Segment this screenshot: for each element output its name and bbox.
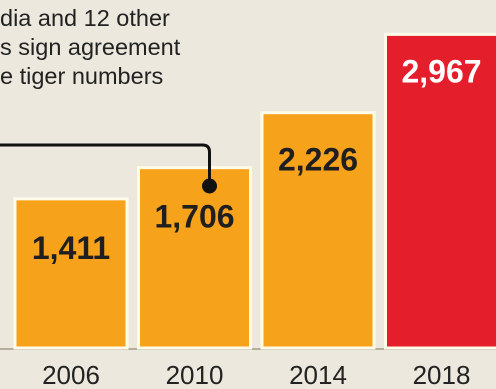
annotation-marker-dot [202,178,217,194]
tick-label-2014: 2014 [289,360,347,389]
value-label-2006: 1,411 [32,230,110,266]
tick-label-2018: 2018 [413,360,471,389]
bar-2006 [13,197,129,350]
annotation-line-1: dia and 12 other [0,5,170,31]
value-label-2010: 1,706 [154,199,234,235]
bar-2014 [260,111,376,350]
value-label-2018: 2,967 [401,53,481,89]
bar-2010 [137,166,252,350]
annotation-connector [0,143,211,186]
annotation-line-2: s sign agreement [0,34,181,60]
annotation-line-3: e tiger numbers [0,63,164,89]
tick-label-2010: 2010 [166,360,224,389]
value-label-2014: 2,226 [278,142,358,178]
tick-label-2006: 2006 [42,360,100,389]
annotation-text: dia and 12 other s sign agreement e tige… [0,4,270,91]
bar-2018 [384,32,496,350]
